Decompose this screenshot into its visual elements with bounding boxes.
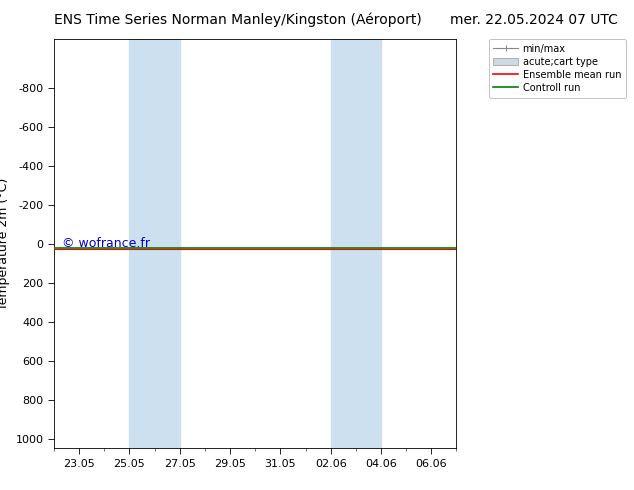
- Bar: [331, 39, 381, 448]
- Y-axis label: Temperature 2m (°C): Temperature 2m (°C): [0, 178, 10, 310]
- Text: © wofrance.fr: © wofrance.fr: [62, 237, 150, 250]
- Bar: [129, 39, 179, 448]
- Text: ENS Time Series Norman Manley/Kingston (Aéroport): ENS Time Series Norman Manley/Kingston (…: [54, 12, 422, 27]
- Text: mer. 22.05.2024 07 UTC: mer. 22.05.2024 07 UTC: [450, 13, 618, 27]
- Legend: min/max, acute;cart type, Ensemble mean run, Controll run: min/max, acute;cart type, Ensemble mean …: [489, 39, 626, 98]
